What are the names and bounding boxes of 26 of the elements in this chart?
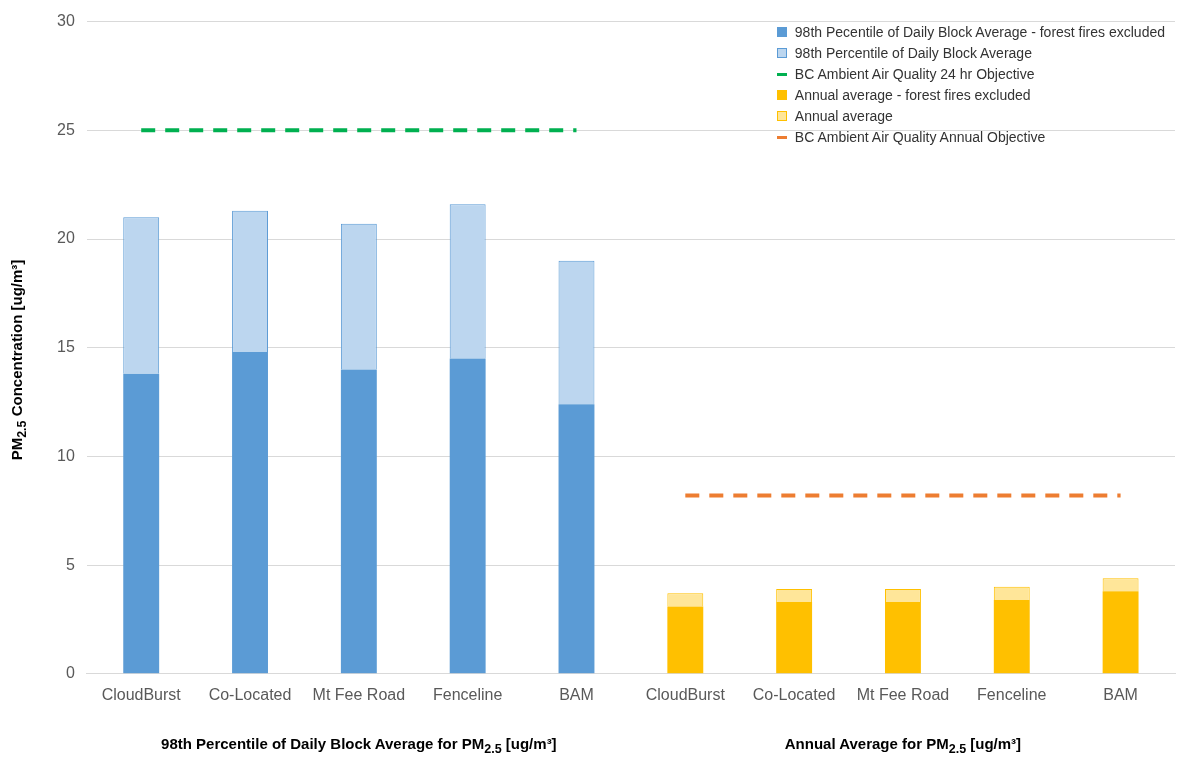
text: Annual Average for PM$_{2.5}$ [ug/m³] bbox=[784, 735, 1022, 756]
legend-label: 98th Percentile of Daily Block Average bbox=[794, 45, 1032, 62]
x-tick-label: CloudBurst bbox=[101, 685, 182, 703]
x-tick-label: Mt Fee Road bbox=[312, 685, 406, 703]
x-tick-label: BAM bbox=[1103, 685, 1138, 703]
x-tick-label: CloudBurst bbox=[645, 685, 726, 703]
legend-label: 98th Pecentile of Daily Block Average - forest fires excluded bbox=[794, 24, 1165, 41]
bar bbox=[232, 352, 268, 674]
y-tick-label: 20 bbox=[57, 229, 75, 247]
x-tick-label: Mt Fee Road bbox=[856, 685, 950, 703]
x-tick-label: Co-Located bbox=[208, 685, 292, 703]
y-tick-label: 5 bbox=[65, 555, 75, 573]
x-tick-label: Fenceline bbox=[432, 685, 503, 703]
text: 98th Percentile of Daily Block Average for PM$_{2.5}$ [ug/m³] bbox=[161, 735, 557, 756]
y-tick-label: 0 bbox=[65, 664, 75, 682]
legend-label: Annual average bbox=[794, 108, 893, 125]
y-tick-label: 30 bbox=[57, 12, 75, 30]
legend-label: Annual average - forest fires excluded bbox=[794, 87, 1031, 104]
x-tick-label: BAM bbox=[559, 685, 594, 703]
y-tick-label: 10 bbox=[57, 446, 75, 464]
x-tick-label: Fenceline bbox=[977, 685, 1047, 703]
legend-label: BC Ambient Air Quality Annual Objective bbox=[794, 129, 1046, 146]
y-tick-label: 15 bbox=[57, 338, 75, 356]
x-tick-label: Co-Located bbox=[752, 685, 836, 703]
y-tick-label: 25 bbox=[57, 120, 75, 138]
legend-label: BC Ambient Air Quality 24 hr Objective bbox=[794, 66, 1035, 83]
